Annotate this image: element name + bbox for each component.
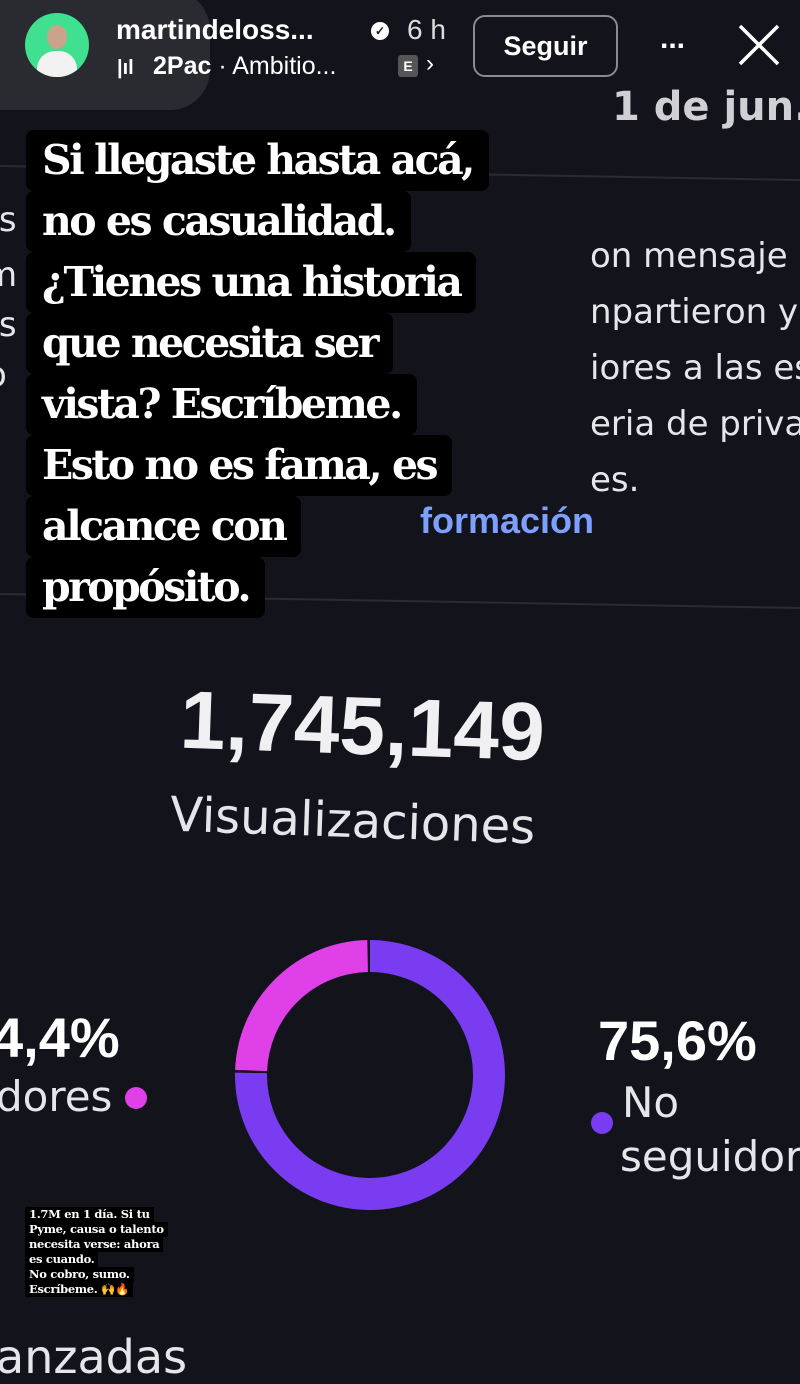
reach-label: anzadas <box>0 1330 188 1384</box>
caption-line: alcance con <box>26 496 302 557</box>
follow-button[interactable]: Seguir <box>473 15 618 77</box>
caption-line: que necesita ser <box>26 313 393 374</box>
more-options-button[interactable]: ... <box>660 22 686 55</box>
description: on mensaje npartieron y iores a las esp … <box>590 228 800 508</box>
small-caption-line: es cuando. <box>25 1252 99 1267</box>
story-caption: Si llegaste hasta acá, no es casualidad.… <box>26 130 489 618</box>
date-label: 1 de jun. <box>612 84 800 130</box>
left-fragment: m <box>0 255 18 295</box>
desc-line: iores a las esp <box>590 348 800 388</box>
followers-label: dores <box>0 1072 113 1121</box>
donut-slice-no-seguidores <box>235 940 505 1210</box>
close-icon[interactable] <box>736 22 782 68</box>
caption-line: no es casualidad. <box>26 191 411 252</box>
explicit-badge: E <box>398 55 418 77</box>
donut-slice-seguidores <box>235 940 369 1072</box>
donut-chart <box>235 940 505 1210</box>
avatar[interactable] <box>25 13 89 77</box>
nonfollowers-label: No <box>622 1078 680 1127</box>
left-fragment: es <box>0 305 17 345</box>
desc-line: eria de privaci <box>590 404 800 444</box>
music-title: Ambitio... <box>232 52 337 80</box>
more-info-link[interactable]: formación <box>420 500 595 541</box>
small-caption-line: 1.7M en 1 día. Si tu <box>25 1207 154 1222</box>
nonfollowers-label: seguidor <box>620 1132 800 1181</box>
small-caption: 1.7M en 1 día. Si tu Pyme, causa o talen… <box>25 1207 168 1297</box>
small-caption-line: Escríbeme. 🙌🔥 <box>25 1282 134 1297</box>
music-info[interactable]: 2Pac · Ambitio... <box>153 52 337 80</box>
caption-line: Si llegaste hasta acá, <box>26 130 489 191</box>
chevron-right-icon[interactable]: › <box>426 50 434 77</box>
nonfollowers-dot <box>591 1112 613 1134</box>
desc-line: es. <box>590 460 640 500</box>
desc-line: npartieron y <box>590 292 799 332</box>
desc-line: on mensaje <box>590 236 788 276</box>
caption-line: vista? Escríbeme. <box>26 374 417 435</box>
small-caption-line: necesita verse: ahora <box>25 1237 164 1252</box>
post-time: 6 h <box>407 14 446 45</box>
followers-dot <box>125 1087 147 1109</box>
small-caption-line: Pyme, causa o talento <box>25 1222 168 1237</box>
left-fragment: o <box>0 355 7 395</box>
small-caption-line: No cobro, sumo. <box>25 1267 134 1282</box>
followers-pct: 4,4% <box>0 1006 120 1069</box>
nonfollowers-pct: 75,6% <box>598 1009 757 1072</box>
views-value: 1,745,149 <box>178 674 547 779</box>
views-label: Visualizaciones <box>169 786 537 856</box>
verified-badge-icon: ✓ <box>371 22 389 40</box>
left-fragment: es <box>0 200 17 240</box>
caption-line: ¿Tienes una historia <box>26 252 477 313</box>
music-bars-icon: |ıl <box>117 57 134 79</box>
music-artist: 2Pac <box>153 52 212 80</box>
username[interactable]: martindeloss... <box>116 14 314 45</box>
caption-line: Esto no es fama, es <box>26 435 453 496</box>
follow-label: Seguir <box>503 30 588 61</box>
caption-line: propósito. <box>26 557 266 618</box>
